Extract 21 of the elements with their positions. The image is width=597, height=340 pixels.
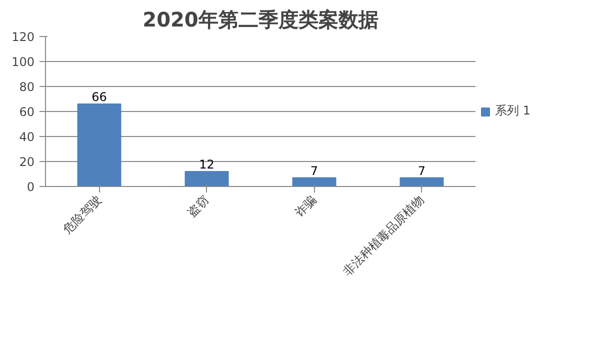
legend-label: 系列 1 <box>495 102 532 120</box>
bar <box>292 177 336 186</box>
y-tick-label: 80 <box>19 80 35 94</box>
y-tick-label: 0 <box>26 180 35 194</box>
data-label: 12 <box>199 158 214 172</box>
bar <box>184 171 229 186</box>
x-tick-label: 盗窃 <box>184 192 212 220</box>
y-tick-label: 100 <box>12 55 34 69</box>
x-tick-label: 诈骗 <box>292 192 320 220</box>
y-tick-label: 120 <box>12 30 34 44</box>
x-tick-label: 危险驾驶 <box>60 192 104 236</box>
y-tick-label: 40 <box>19 130 35 144</box>
bar <box>400 177 444 186</box>
chart-title: 2020年第二季度类案数据 <box>142 8 378 32</box>
data-label: 7 <box>310 164 318 178</box>
bar <box>77 104 122 186</box>
y-tick-label: 60 <box>19 105 35 119</box>
y-tick-label: 20 <box>19 155 35 169</box>
data-label: 66 <box>92 90 107 104</box>
x-tick-label: 非法种植毒品原植物 <box>340 192 427 279</box>
data-label: 7 <box>418 164 426 178</box>
